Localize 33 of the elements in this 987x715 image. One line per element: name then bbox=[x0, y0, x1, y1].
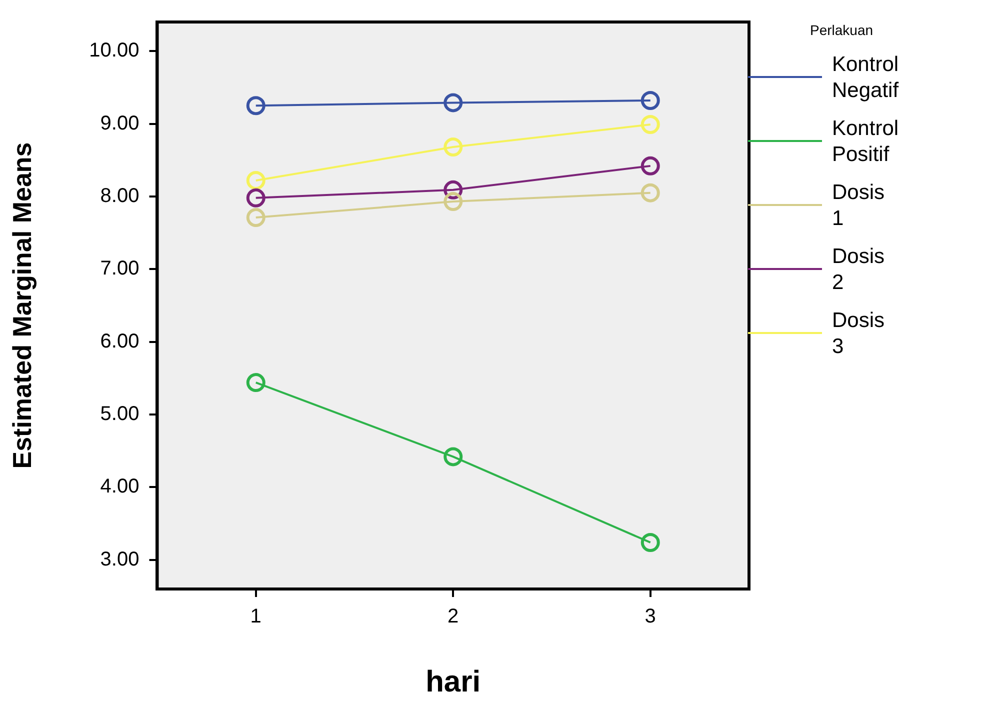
point bbox=[246, 373, 266, 392]
point bbox=[640, 91, 660, 110]
y-axis-title: Estimated Marginal Means bbox=[6, 142, 37, 469]
point bbox=[444, 93, 463, 112]
x-tick-label: 3 bbox=[644, 606, 656, 628]
y-tick-label: 5.00 bbox=[100, 403, 140, 426]
x-axis-title: hari bbox=[426, 665, 481, 698]
y-tick-label: 4.00 bbox=[100, 476, 140, 498]
legend-label: Kontrol Negatif bbox=[832, 52, 899, 104]
legend-label: Kontrol Positif bbox=[832, 116, 899, 168]
point bbox=[640, 156, 660, 176]
point bbox=[246, 188, 266, 208]
point bbox=[640, 532, 660, 552]
point bbox=[246, 208, 266, 228]
point bbox=[444, 447, 463, 466]
y-tick-label: 7.00 bbox=[100, 258, 140, 280]
y-tick-label: 6.00 bbox=[100, 330, 140, 352]
x-tick-label: 2 bbox=[448, 606, 459, 628]
point bbox=[640, 114, 660, 134]
legend-label: Dosis 3 bbox=[832, 308, 886, 360]
y-tick-label: 8.00 bbox=[100, 184, 140, 207]
legend-label: Dosis 2 bbox=[832, 244, 886, 296]
point bbox=[444, 192, 463, 212]
point bbox=[444, 138, 463, 157]
y-tick-label: 3.00 bbox=[100, 548, 140, 570]
point bbox=[246, 170, 266, 190]
y-tick-label: 10.00 bbox=[89, 40, 140, 62]
point bbox=[640, 183, 660, 202]
legend-title: Perlakuan bbox=[810, 22, 874, 38]
point bbox=[246, 96, 266, 116]
x-tick-label: 1 bbox=[250, 606, 262, 628]
legend-label: Dosis 1 bbox=[832, 180, 886, 232]
y-tick-label: 9.00 bbox=[100, 112, 140, 134]
